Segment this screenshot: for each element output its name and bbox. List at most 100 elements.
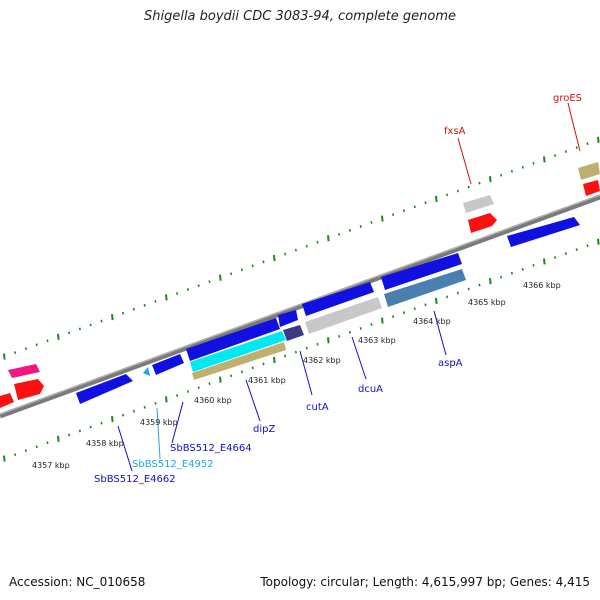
minor-tick xyxy=(143,405,146,409)
minor-tick xyxy=(370,323,373,326)
minor-tick xyxy=(532,161,535,165)
minor-tick xyxy=(35,445,38,449)
gene-dipZ-blue[interactable] xyxy=(186,318,280,361)
minor-tick xyxy=(305,244,308,248)
major-tick xyxy=(543,156,546,163)
minor-tick xyxy=(89,425,92,429)
minor-tick xyxy=(413,205,416,209)
gene-red-left-2[interactable] xyxy=(0,393,14,408)
label-groES: groES xyxy=(553,93,582,104)
map-title: Shigella boydii CDC 3083-94, complete ge… xyxy=(143,9,457,24)
major-tick xyxy=(381,215,384,222)
minor-tick xyxy=(251,366,254,370)
minor-tick xyxy=(446,295,449,299)
minor-tick xyxy=(262,260,265,264)
label-SbBS512_E4664: SbBS512_E4664 xyxy=(170,443,252,454)
minor-tick xyxy=(500,275,503,279)
major-tick xyxy=(219,274,222,281)
major-tick xyxy=(165,396,168,403)
minor-tick xyxy=(446,193,449,197)
minor-tick xyxy=(294,350,297,354)
minor-tick xyxy=(510,271,513,275)
minor-tick xyxy=(89,323,92,327)
minor-tick xyxy=(554,154,557,157)
minor-tick xyxy=(78,327,81,331)
kbp-label-4366: 4366 kbp xyxy=(523,281,561,290)
gene-aspA-blue[interactable] xyxy=(381,253,462,290)
minor-tick xyxy=(68,331,71,335)
gene-blue-right[interactable] xyxy=(507,217,580,247)
major-tick xyxy=(435,195,438,202)
gene-groES[interactable] xyxy=(578,162,600,180)
gene-cutA[interactable] xyxy=(302,282,374,316)
minor-tick xyxy=(122,413,125,417)
minor-tick xyxy=(338,232,341,236)
label-cutA: cutA xyxy=(306,402,329,413)
kbp-label-4357: 4357 kbp xyxy=(32,461,70,470)
minor-tick xyxy=(478,181,481,185)
kbp-label-4361: 4361 kbp xyxy=(248,376,286,385)
minor-tick xyxy=(154,299,157,303)
minor-tick xyxy=(68,433,71,437)
gene-dipZ-cyan[interactable] xyxy=(190,331,286,372)
major-tick xyxy=(489,278,492,285)
minor-tick xyxy=(284,354,287,358)
gene-aspA[interactable] xyxy=(384,269,466,307)
gene-red-left-1[interactable] xyxy=(14,379,44,400)
minor-tick xyxy=(316,240,319,244)
minor-tick xyxy=(392,315,395,319)
minor-tick xyxy=(575,248,578,252)
minor-tick xyxy=(564,150,567,153)
minor-tick xyxy=(500,173,503,177)
kbp-label-4364: 4364 kbp xyxy=(413,317,451,326)
gene-SbBS512_E4664[interactable] xyxy=(152,354,184,375)
minor-tick xyxy=(402,311,405,315)
minor-tick xyxy=(284,252,287,256)
major-tick xyxy=(381,317,384,324)
minor-tick xyxy=(392,213,395,217)
minor-tick xyxy=(154,401,157,405)
minor-tick xyxy=(24,347,27,351)
major-tick xyxy=(165,294,168,301)
minor-tick xyxy=(230,272,233,276)
forward-strand-genes xyxy=(0,162,600,408)
major-tick xyxy=(57,435,60,442)
kbp-label-4363: 4363 kbp xyxy=(358,336,396,345)
kbp-label-4359: 4359 kbp xyxy=(140,418,178,427)
minor-tick xyxy=(348,331,351,334)
gene-blue-small[interactable] xyxy=(278,310,298,327)
gene-SbBS512_E4952[interactable] xyxy=(143,367,150,376)
minor-tick xyxy=(305,346,308,350)
gene-red-mid[interactable] xyxy=(468,213,497,233)
outer-tick-ring xyxy=(3,136,600,360)
minor-tick xyxy=(46,441,49,445)
major-tick xyxy=(273,356,276,364)
gene-SbBS512_E4662[interactable] xyxy=(76,374,133,404)
minor-tick xyxy=(510,169,513,173)
minor-tick xyxy=(478,283,481,287)
minor-tick xyxy=(46,339,49,343)
major-tick xyxy=(543,258,546,265)
minor-tick xyxy=(143,303,146,307)
kbp-labels: 4357 kbp 4358 kbp 4359 kbp 4360 kbp 4361… xyxy=(32,281,561,470)
gene-red-right[interactable] xyxy=(583,180,600,196)
gene-dipZ-olive[interactable] xyxy=(192,342,286,380)
minor-tick xyxy=(424,303,427,307)
gene-fxsA[interactable] xyxy=(463,195,494,213)
minor-tick xyxy=(208,280,211,284)
minor-tick xyxy=(359,225,362,228)
minor-tick xyxy=(467,185,470,189)
minor-tick xyxy=(521,165,524,169)
gene-pink[interactable] xyxy=(8,364,40,378)
gene-dcuA[interactable] xyxy=(305,297,382,334)
gene-navy[interactable] xyxy=(283,325,304,341)
minor-tick xyxy=(467,287,470,291)
minor-tick xyxy=(14,351,17,354)
minor-tick xyxy=(197,386,200,389)
major-tick xyxy=(597,136,600,143)
minor-tick xyxy=(78,429,81,433)
minor-tick xyxy=(564,252,567,255)
major-tick xyxy=(111,314,114,321)
minor-tick xyxy=(413,307,416,311)
